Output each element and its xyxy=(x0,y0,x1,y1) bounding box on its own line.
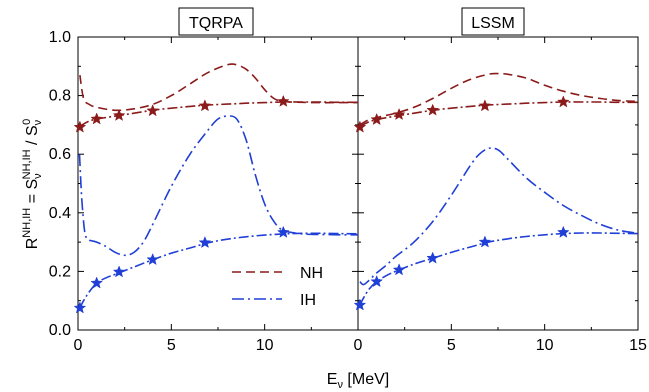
star-marker xyxy=(370,275,384,288)
right-panel-title: LSSM xyxy=(471,15,515,32)
star-marker xyxy=(392,107,406,121)
star-marker xyxy=(73,120,87,133)
legend: NH IH xyxy=(232,265,323,309)
x-tick-label: 15 xyxy=(629,337,647,354)
series-line-ih-star xyxy=(79,232,358,309)
x-tick-label: 0 xyxy=(354,337,363,354)
legend-nh-label: NH xyxy=(300,265,323,282)
star-marker xyxy=(198,99,212,112)
legend-ih-label: IH xyxy=(300,292,316,309)
star-marker xyxy=(392,263,406,276)
star-marker xyxy=(426,251,440,264)
star-marker xyxy=(90,276,104,289)
star-marker xyxy=(478,99,492,112)
left-panel-title-box xyxy=(178,7,254,36)
star-marker xyxy=(353,120,367,133)
right-panel-title-box xyxy=(461,7,525,36)
star-marker xyxy=(556,95,570,108)
star-marker xyxy=(198,236,212,249)
star-marker xyxy=(353,298,367,311)
y-tick-label: 0.2 xyxy=(49,263,71,280)
star-marker xyxy=(556,225,570,238)
x-axis-label: Eν [MeV] xyxy=(327,371,389,391)
star-marker xyxy=(112,108,126,121)
star-marker xyxy=(276,225,290,238)
series-line-nh xyxy=(79,63,358,112)
y-tick-label: 0.0 xyxy=(49,322,71,339)
series-line-ih-star xyxy=(359,232,638,306)
star-marker xyxy=(370,112,384,126)
y-tick-label: 1.0 xyxy=(49,29,71,46)
y-axis-label: RNH,IH = SνNH,IH / Sν0 xyxy=(21,119,44,250)
markers-layer xyxy=(73,94,570,314)
star-marker xyxy=(73,301,87,314)
series-line-ih xyxy=(78,115,358,257)
axes-layer: 0 5 10 0 5 10 15 0.0 0.2 0.4 0.6 0.8 1.0 xyxy=(49,29,647,354)
left-panel-title: TQRPA xyxy=(189,15,243,32)
series-line-nh xyxy=(359,72,638,126)
star-marker xyxy=(146,253,160,266)
star-marker xyxy=(276,94,290,107)
left-panel-frame xyxy=(77,36,359,331)
star-marker xyxy=(426,103,440,116)
x-tick-label: 5 xyxy=(167,337,176,354)
y-tick-label: 0.4 xyxy=(49,205,71,222)
x-tick-label: 0 xyxy=(74,337,83,354)
series-line-ih xyxy=(359,147,638,286)
star-marker xyxy=(90,112,104,125)
y-tick-label: 0.8 xyxy=(49,88,71,105)
x-tick-label: 5 xyxy=(447,337,456,354)
y-tick-label: 0.6 xyxy=(49,146,71,163)
x-tick-label: 10 xyxy=(256,337,274,354)
x-tick-label: 10 xyxy=(536,337,554,354)
star-marker xyxy=(146,104,160,117)
right-panel-frame xyxy=(357,36,639,331)
star-marker xyxy=(112,265,126,278)
star-marker xyxy=(478,235,492,248)
